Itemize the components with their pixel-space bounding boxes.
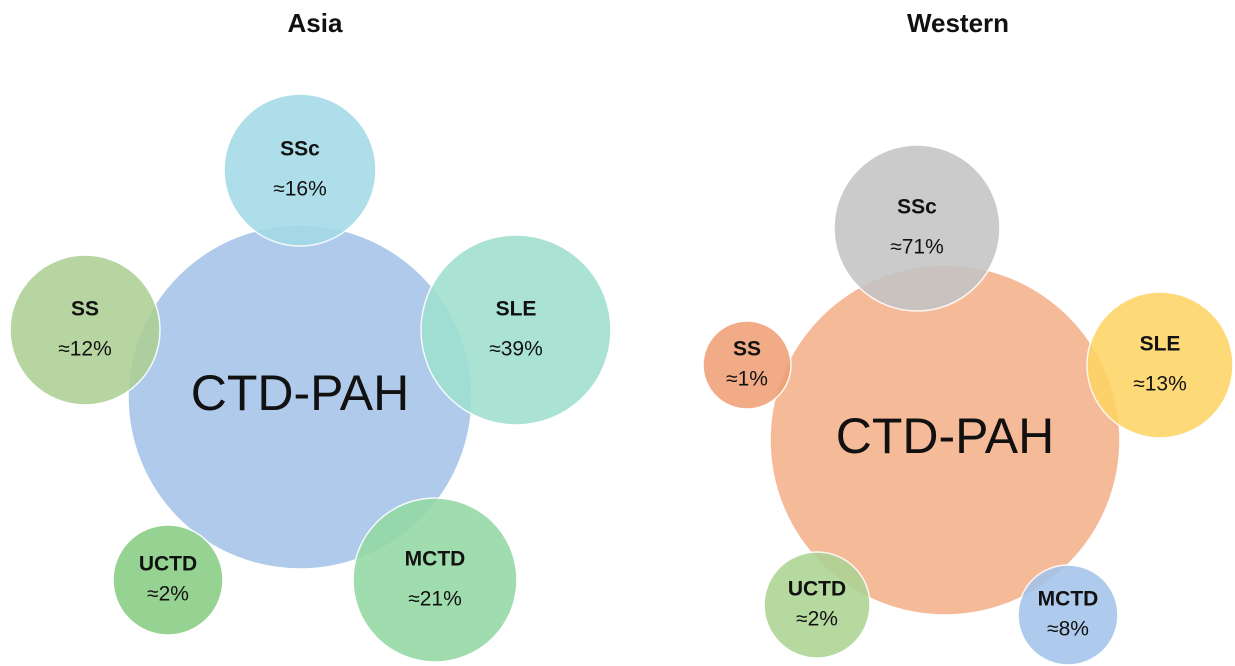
node-circle [1086,291,1234,439]
panel-title: Western [907,8,1009,38]
node-label: ≈13% [1133,373,1187,396]
node-circle [223,93,377,247]
node-name: SS [733,338,761,361]
node-circle [352,497,518,663]
node-label: ≈1% [726,368,768,391]
node-circle [833,144,1001,312]
node-label: ≈71% [890,236,944,259]
node-label: ≈39% [489,338,543,361]
node-name: SLE [496,298,537,321]
node-name: MCTD [405,548,466,571]
node-label: ≈2% [147,583,189,606]
panel-title: Asia [288,8,343,38]
node-label: ≈2% [796,608,838,631]
node-name: SS [71,298,99,321]
node-name: SSc [897,196,937,219]
node-name: UCTD [788,578,846,601]
node-name: SSc [280,138,320,161]
node-circle [420,234,612,426]
node-label: ≈12% [58,338,112,361]
node-label: ≈16% [273,178,327,201]
node-circle [112,524,224,636]
node-circle [763,551,871,659]
node-label: ≈8% [1047,618,1089,641]
node-circle [1017,564,1119,666]
node-label: ≈21% [408,588,462,611]
node-circle [9,254,161,406]
center-label: CTD-PAH [836,408,1055,464]
node-name: MCTD [1038,588,1099,611]
node-name: SLE [1140,333,1181,356]
center-label: CTD-PAH [191,365,410,421]
node-name: UCTD [139,553,197,576]
node-circle [702,320,792,410]
